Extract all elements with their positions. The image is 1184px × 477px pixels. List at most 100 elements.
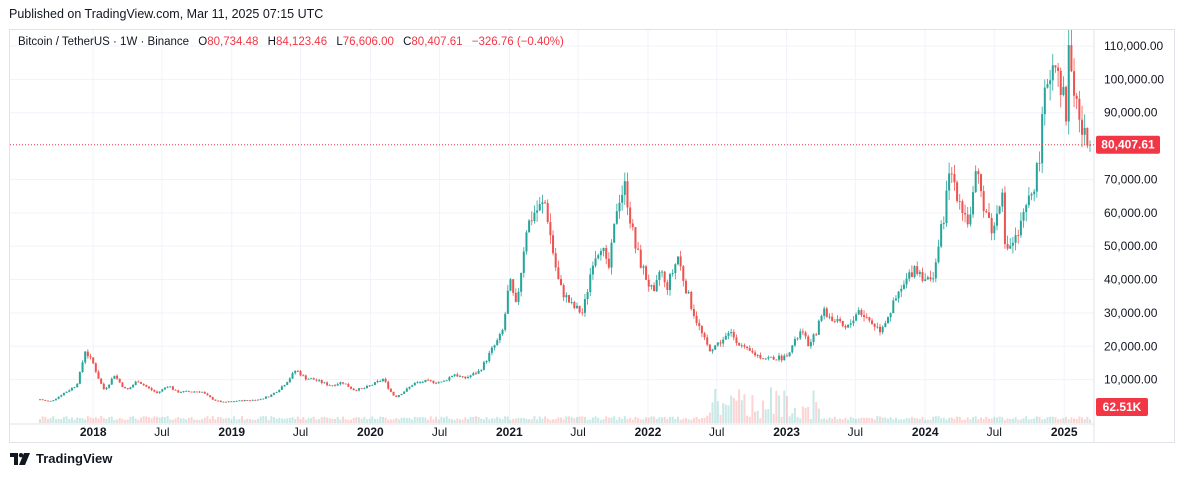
candle-body	[567, 295, 570, 303]
volume-bar	[360, 418, 363, 423]
candle-body	[783, 355, 786, 361]
volume-bar	[182, 418, 185, 423]
volume-bar	[275, 418, 278, 423]
volume-bar	[256, 418, 259, 423]
candle-body	[748, 347, 751, 351]
volume-bar	[807, 406, 810, 423]
volume-bar	[730, 395, 733, 423]
candle-body	[248, 400, 252, 402]
volume-bar	[974, 416, 977, 423]
volume-bar	[100, 416, 103, 423]
candle-body	[49, 400, 52, 402]
volume-bar	[610, 417, 613, 423]
tradingview-logo[interactable]: TradingView	[10, 451, 112, 466]
candle-body	[833, 320, 836, 322]
volume-bar	[575, 416, 578, 423]
candlestick-chart[interactable]: 80,407.61 62.51K 10,000.00 20,000.00 30,000.…	[10, 30, 1174, 442]
candle-body	[690, 291, 693, 309]
volume-bar	[1070, 417, 1073, 423]
volume-bar	[440, 416, 443, 423]
candle-body	[732, 331, 735, 338]
candle-body	[823, 308, 826, 316]
volume-bar	[804, 407, 807, 423]
candle-body	[1083, 127, 1086, 135]
candle-body	[626, 181, 629, 208]
candle-body	[541, 202, 544, 204]
volume-bar	[751, 394, 754, 423]
volume-bar	[520, 418, 523, 423]
volume-bar	[400, 417, 403, 423]
candle-body	[565, 295, 568, 298]
volume-bar	[267, 419, 270, 423]
candle-body	[762, 358, 765, 360]
candle-body	[560, 279, 563, 286]
candle-body	[591, 265, 594, 275]
volume-bar	[1062, 418, 1065, 423]
volume-bar	[762, 400, 765, 423]
volume-bar	[719, 414, 722, 423]
volume-bar	[767, 409, 770, 423]
candle-body	[379, 381, 382, 382]
volume-bar	[1033, 418, 1036, 423]
chart-frame[interactable]: 80,407.61 62.51K 10,000.00 20,000.00 30,000.…	[9, 29, 1175, 443]
legend-high-label: H	[267, 36, 276, 48]
candle-body	[392, 391, 395, 396]
volume-bar	[554, 419, 557, 423]
candle-body	[225, 401, 228, 403]
candle-body	[177, 390, 180, 393]
candle-body	[493, 345, 496, 348]
volume-bar	[315, 419, 318, 423]
candle-body	[76, 383, 79, 387]
candle-body	[647, 279, 650, 287]
candle-body	[623, 181, 626, 195]
candle-body	[214, 399, 217, 401]
candle-body	[41, 399, 44, 401]
x-tick-label: Jul	[154, 425, 169, 439]
volume-bar	[948, 417, 951, 423]
candle-body	[267, 396, 270, 398]
volume-bar	[756, 410, 759, 423]
candle-body	[605, 247, 608, 259]
volume-bar	[336, 417, 339, 423]
candle-body	[1043, 87, 1046, 115]
candle-body	[376, 381, 379, 383]
volume-bar	[977, 419, 980, 423]
volume-bar	[522, 417, 525, 423]
volume-bar	[137, 419, 140, 423]
legend-symbol[interactable]: Bitcoin / TetherUS · 1W · Binance	[18, 36, 190, 48]
volume-bar	[631, 419, 634, 423]
candle-body	[347, 384, 350, 387]
volume-bar	[376, 419, 379, 423]
volume-bar	[296, 416, 299, 423]
volume-bar	[480, 418, 483, 423]
candle-body	[791, 345, 794, 353]
candle-body	[631, 223, 634, 228]
volume-bar	[700, 418, 703, 423]
volume-bar	[512, 418, 515, 423]
candle-body	[836, 318, 839, 322]
candle-body	[698, 323, 701, 327]
volume-bar	[857, 418, 860, 423]
candle-body	[514, 292, 517, 302]
volume-bar	[844, 417, 847, 423]
candle-body	[687, 291, 690, 294]
candle-body	[905, 278, 908, 285]
candle-body	[820, 315, 823, 321]
volume-bar	[437, 419, 440, 423]
volume-bar	[81, 418, 84, 423]
volume-bar	[142, 416, 145, 423]
candle-body	[985, 211, 988, 213]
volume-bar	[158, 417, 161, 423]
candle-body	[1011, 242, 1014, 246]
volume-bar	[716, 401, 719, 423]
volume-bar	[772, 413, 775, 423]
volume-bar	[124, 419, 127, 423]
volume-bar	[815, 402, 818, 423]
volume-bar	[451, 419, 454, 423]
candle-body	[288, 378, 291, 383]
volume-bar	[990, 418, 993, 423]
volume-bar	[504, 416, 507, 423]
candle-body	[485, 361, 488, 363]
volume-bar	[177, 417, 180, 423]
volume-bar	[597, 417, 600, 423]
